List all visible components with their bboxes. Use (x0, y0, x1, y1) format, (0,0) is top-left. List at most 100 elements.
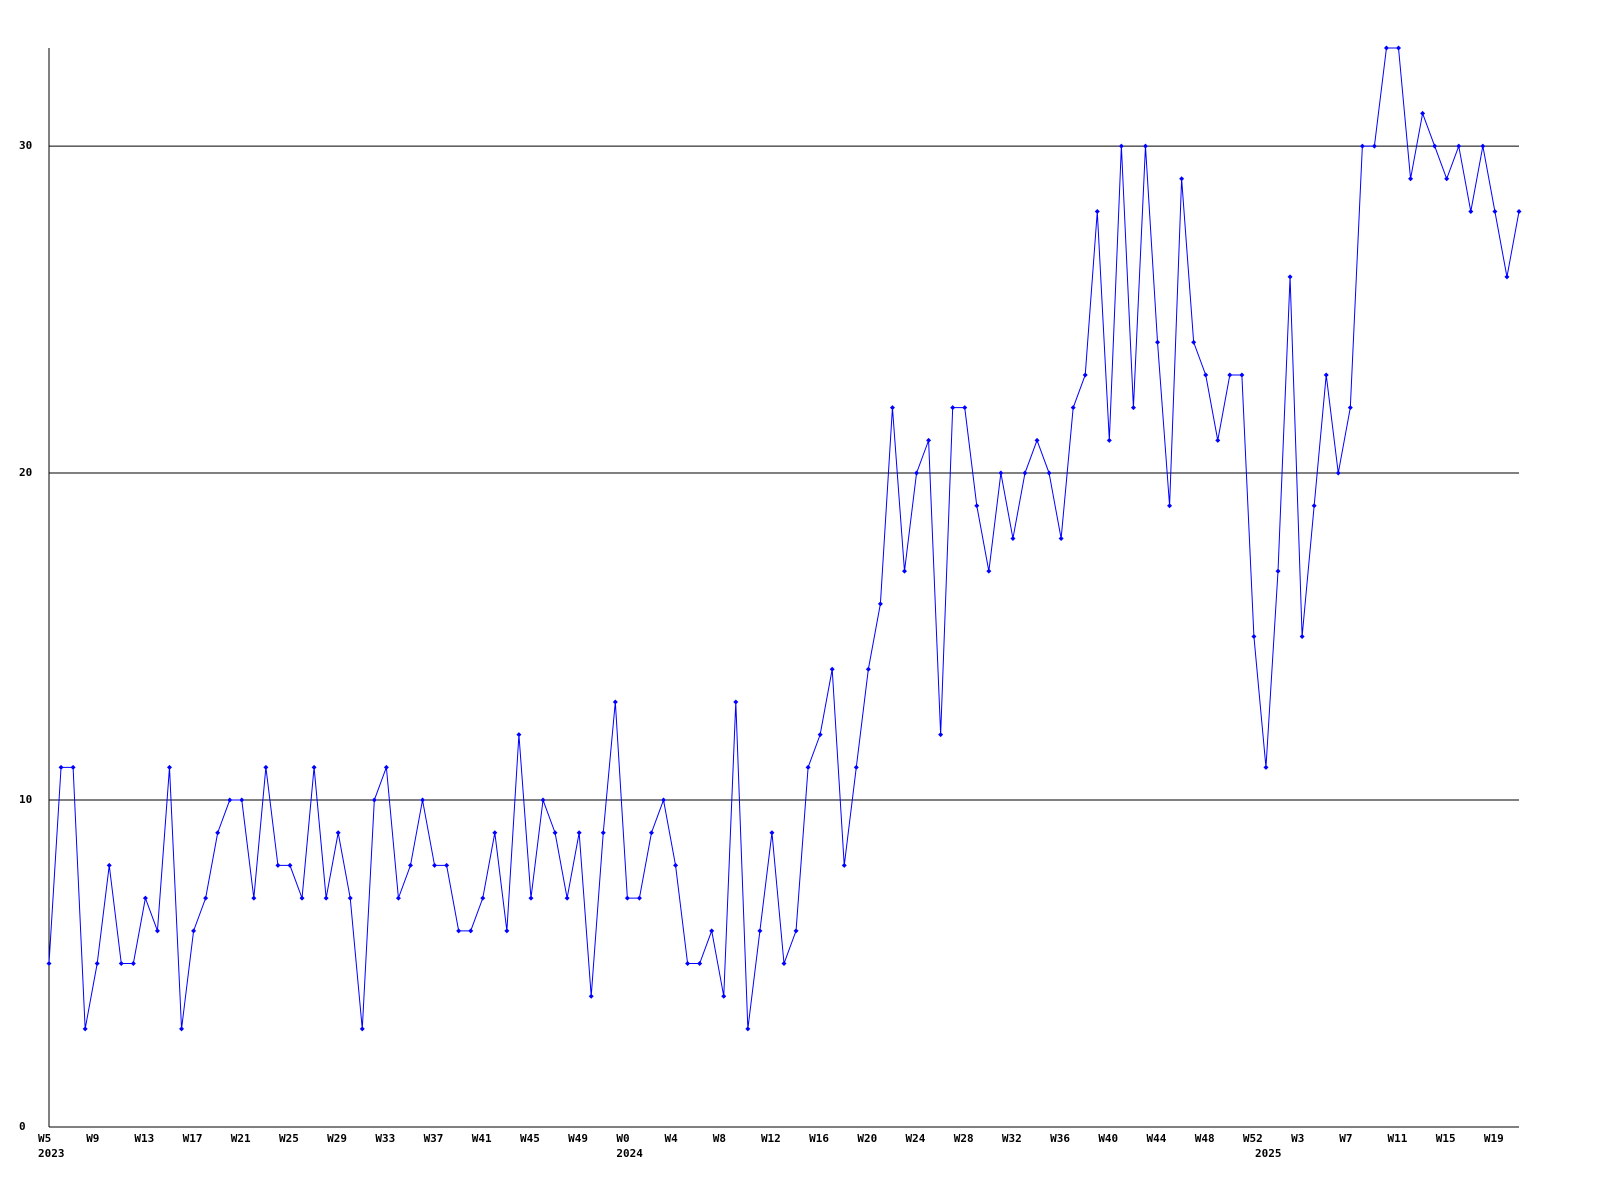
point (263, 764, 269, 770)
x-tick-label: W33 (375, 1132, 395, 1145)
point (865, 666, 871, 672)
point (1179, 176, 1185, 182)
point (636, 895, 642, 901)
point (1359, 143, 1365, 149)
point (588, 993, 594, 999)
point (1287, 274, 1293, 280)
point (962, 405, 968, 411)
point (974, 503, 980, 509)
point (1516, 208, 1522, 214)
x-tick-label: W8 (713, 1132, 726, 1145)
point (540, 797, 546, 803)
point (407, 862, 413, 868)
point (432, 862, 438, 868)
x-tick-label: W25 (279, 1132, 299, 1145)
point (1155, 339, 1161, 345)
point (552, 830, 558, 836)
point (347, 895, 353, 901)
point (1227, 372, 1233, 378)
x-tick-label: W49 (568, 1132, 588, 1145)
point (709, 928, 715, 934)
point (94, 961, 100, 967)
x-year-label: 2024 (616, 1147, 643, 1160)
x-tick-label: W19 (1484, 1132, 1504, 1145)
point (323, 895, 329, 901)
point (287, 862, 293, 868)
point (697, 961, 703, 967)
point (492, 830, 498, 836)
y-tick-label: 20 (19, 466, 32, 479)
point (600, 830, 606, 836)
point (251, 895, 257, 901)
point (745, 1026, 751, 1032)
point (70, 764, 76, 770)
x-tick-label: W32 (1002, 1132, 1022, 1145)
point (1311, 503, 1317, 509)
point (46, 961, 52, 967)
x-tick-label: W44 (1147, 1132, 1167, 1145)
point (395, 895, 401, 901)
point (889, 405, 895, 411)
point (1420, 110, 1426, 116)
point (685, 961, 691, 967)
point (516, 732, 522, 738)
x-tick-label: W40 (1098, 1132, 1118, 1145)
point (1118, 143, 1124, 149)
x-tick-label: W0 (616, 1132, 629, 1145)
point (624, 895, 630, 901)
x-tick-label: W45 (520, 1132, 540, 1145)
point (1142, 143, 1148, 149)
point (1215, 437, 1221, 443)
point (239, 797, 245, 803)
point (1504, 274, 1510, 280)
point (793, 928, 799, 934)
point (1130, 405, 1136, 411)
x-tick-label: W7 (1339, 1132, 1352, 1145)
point (1263, 764, 1269, 770)
point (1492, 208, 1498, 214)
point (1082, 372, 1088, 378)
point (191, 928, 197, 934)
point (1094, 208, 1100, 214)
y-tick-label: 0 (19, 1120, 26, 1133)
point (1239, 372, 1245, 378)
point (1191, 339, 1197, 345)
x-tick-label: W12 (761, 1132, 781, 1145)
point (359, 1026, 365, 1032)
point (612, 699, 618, 705)
point (166, 764, 172, 770)
point (1371, 143, 1377, 149)
x-tick-label: W17 (183, 1132, 203, 1145)
point (1444, 176, 1450, 182)
point (130, 961, 136, 967)
point (781, 961, 787, 967)
x-tick-label: W4 (665, 1132, 679, 1145)
point (1034, 437, 1040, 443)
point (456, 928, 462, 934)
x-tick-label: W3 (1291, 1132, 1304, 1145)
point (118, 961, 124, 967)
point (58, 764, 64, 770)
point (1323, 372, 1329, 378)
point (106, 862, 112, 868)
point (938, 732, 944, 738)
point (1022, 470, 1028, 476)
x-tick-label: W24 (906, 1132, 926, 1145)
x-tick-label: W15 (1436, 1132, 1456, 1145)
point (504, 928, 510, 934)
point (1106, 437, 1112, 443)
point (311, 764, 317, 770)
point (1396, 45, 1402, 51)
x-tick-label: W36 (1050, 1132, 1070, 1145)
point (1480, 143, 1486, 149)
x-tick-label: W29 (327, 1132, 347, 1145)
point (1456, 143, 1462, 149)
point (914, 470, 920, 476)
point (1203, 372, 1209, 378)
point (420, 797, 426, 803)
point (733, 699, 739, 705)
y-tick-label: 10 (19, 793, 32, 806)
point (564, 895, 570, 901)
